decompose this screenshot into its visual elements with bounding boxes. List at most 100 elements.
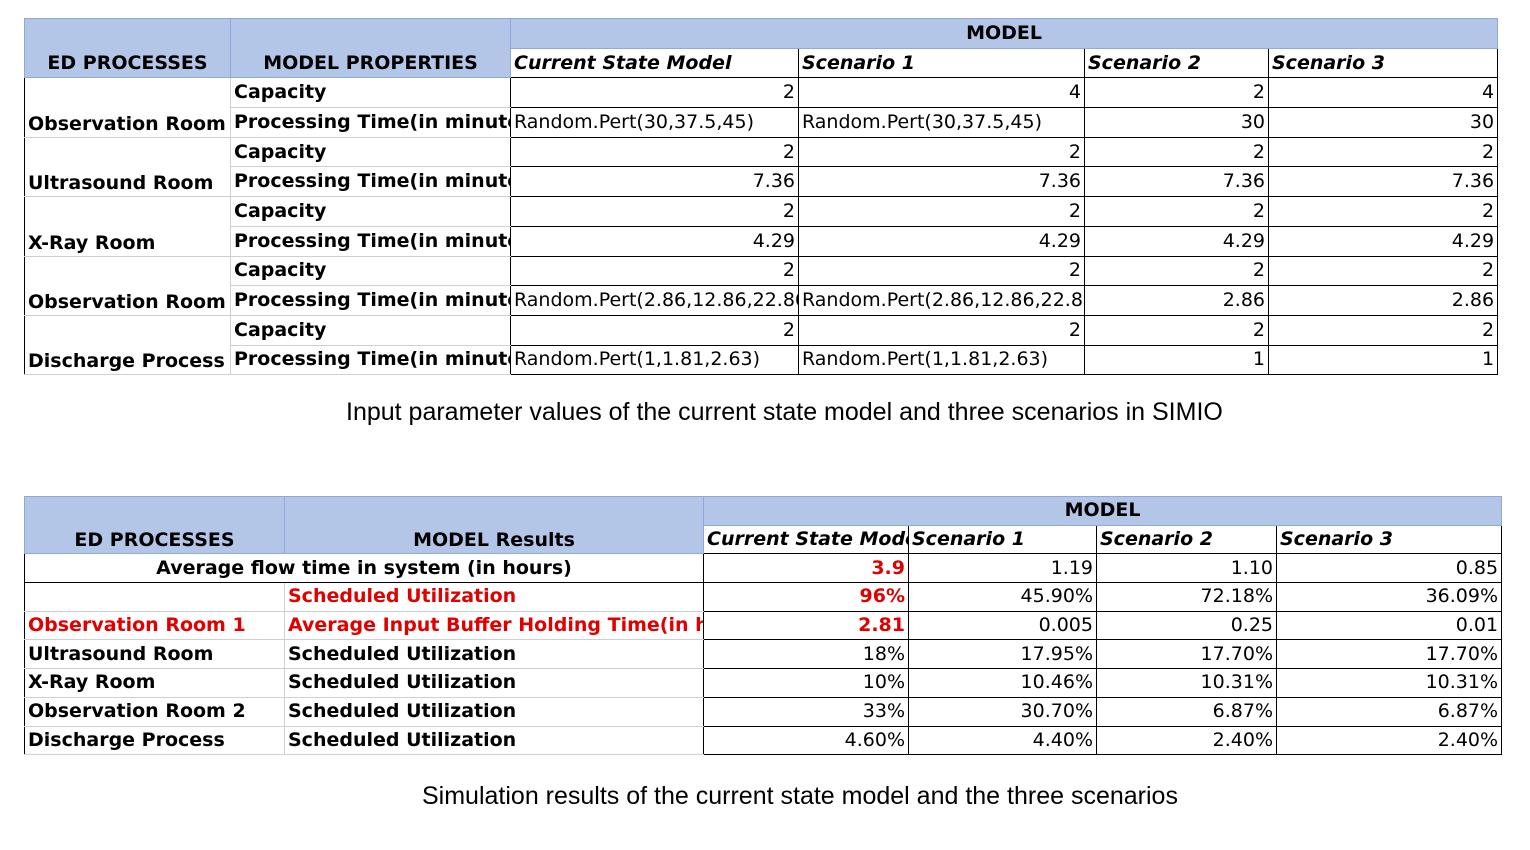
- parameter-value: Random.Pert(30,37.5,45): [510, 107, 799, 138]
- flow-time-label: Average flow time in system (in hours): [24, 553, 704, 584]
- parameter-value: 7.36: [798, 166, 1085, 198]
- process-name: Discharge Process: [24, 725, 285, 756]
- scenario-header: Scenario 3: [1267, 47, 1499, 79]
- parameter-value: 4.29: [798, 225, 1085, 257]
- property-name: Capacity: [230, 314, 511, 346]
- result-cell: 0.005: [908, 610, 1097, 641]
- process-name: Ultrasound Room: [24, 136, 231, 198]
- result-cell: 33%: [703, 696, 909, 727]
- result-cell: 4.60%: [703, 725, 909, 756]
- model-results-header: MODEL Results: [284, 495, 704, 555]
- parameter-value: 7.36: [1084, 166, 1269, 198]
- property-name: Capacity: [230, 77, 511, 109]
- parameter-value: 2: [798, 255, 1085, 287]
- scenario-header: Scenario 1: [798, 47, 1085, 79]
- process-name: Discharge Process: [24, 314, 231, 376]
- metric-name: Scheduled Utilization: [284, 725, 704, 756]
- parameter-value: 4.29: [1084, 225, 1269, 257]
- result-cell: 3.9: [703, 553, 909, 584]
- input-table-body: Observation Room 1 Capacity 2 4 2 4 Processing…: [24, 77, 1499, 376]
- model-properties-header: MODEL PROPERTIES: [230, 17, 511, 79]
- input-parameters-table: ED PROCESSES MODEL PROPERTIES MODEL Curr…: [24, 17, 1499, 376]
- input-row: X-Ray Room Capacity 2 2 2 2: [24, 196, 1499, 257]
- result-cell: 36.09%: [1275, 582, 1503, 612]
- result-cell: 30.70%: [908, 696, 1097, 727]
- parameter-value: 2: [1084, 77, 1269, 109]
- result-cell: 2.40%: [1275, 725, 1503, 756]
- parameter-value: 2: [1267, 314, 1499, 346]
- parameter-value: 2.86: [1084, 285, 1269, 316]
- result-row: Observation Room 2 Scheduled Utilization 3…: [24, 696, 1503, 727]
- parameter-value: 2: [1084, 196, 1269, 227]
- scenario-header: Current State Model: [703, 524, 909, 555]
- ed-processes-header: ED PROCESSES: [24, 17, 231, 79]
- property-name: Capacity: [230, 255, 511, 287]
- result-cell: 10.31%: [1275, 668, 1503, 698]
- parameter-value: 4.29: [510, 225, 799, 257]
- scenario-header: Scenario 2: [1096, 524, 1277, 555]
- parameter-value: 2: [510, 136, 799, 168]
- parameter-value: 2: [1267, 136, 1499, 168]
- input-table-caption: Input parameter values of the current st…: [346, 398, 1223, 426]
- metric-name: Scheduled Utilization: [284, 582, 704, 612]
- result-cell: 72.18%: [1096, 582, 1277, 612]
- parameter-value: 30: [1267, 107, 1499, 138]
- metric-name: Average Input Buffer Holding Time(in hou…: [284, 610, 704, 641]
- result-cell: 0.85: [1275, 553, 1503, 584]
- result-cell: 1.19: [908, 553, 1097, 584]
- result-row: X-Ray Room Scheduled Utilization 10% 10.46%…: [24, 668, 1503, 698]
- result-cell: 2.81: [703, 610, 909, 641]
- parameter-value: Random.Pert(2.86,12.86,22.86): [510, 285, 799, 316]
- model-group-header: MODEL: [509, 18, 1499, 49]
- parameter-value: Random.Pert(2.86,12.86,22.86): [798, 285, 1085, 316]
- process-name: Observation Room 1: [24, 77, 231, 138]
- result-cell: 0.01: [1275, 610, 1503, 641]
- parameter-value: 2.86: [1267, 285, 1499, 316]
- metric-name: Scheduled Utilization: [284, 696, 704, 727]
- process-name: X-Ray Room: [24, 668, 285, 698]
- input-row: Processing Time(in minutes) 4.29 4.29 4.29 4…: [25, 225, 1499, 257]
- parameter-value: 2: [1084, 314, 1269, 346]
- parameter-value: 2: [798, 136, 1085, 168]
- result-cell: 10.46%: [908, 668, 1097, 698]
- process-name: Ultrasound Room: [24, 639, 285, 670]
- process-name: Observation Room 2: [24, 255, 231, 316]
- parameter-value: 2: [1267, 196, 1499, 227]
- results-table-caption: Simulation results of the current state …: [422, 782, 1178, 810]
- process-name: [24, 582, 285, 612]
- parameter-value: 2: [510, 255, 799, 287]
- input-row: Observation Room 2 Capacity 2 2 2 2: [24, 255, 1499, 316]
- property-name: Processing Time(in minutes): [230, 166, 511, 198]
- property-name: Capacity: [230, 196, 511, 227]
- parameter-value: 2: [1084, 255, 1269, 287]
- result-cell: 17.70%: [1096, 639, 1277, 670]
- result-cell: 6.87%: [1275, 696, 1503, 727]
- input-row: Observation Room 1 Capacity 2 4 2 4: [24, 77, 1499, 138]
- parameter-value: 7.36: [1267, 166, 1499, 198]
- metric-name: Scheduled Utilization: [284, 668, 704, 698]
- scenario-header: Scenario 3: [1275, 524, 1503, 555]
- parameter-value: Random.Pert(1,1.81,2.63): [510, 344, 799, 376]
- result-cell: 0.25: [1096, 610, 1277, 641]
- result-cell: 10%: [703, 668, 909, 698]
- input-row: Processing Time(in minutes) Random.Pert(2…: [25, 285, 1499, 316]
- property-name: Processing Time(in minutes): [230, 225, 511, 257]
- property-name: Capacity: [230, 136, 511, 168]
- parameter-value: 1: [1267, 344, 1499, 376]
- parameter-value: 7.36: [510, 166, 799, 198]
- input-row: Processing Time(in minutes) Random.Pert(3…: [25, 107, 1499, 138]
- result-cell: 45.90%: [908, 582, 1097, 612]
- simulation-results-table: ED PROCESSES MODEL Results MODEL Current…: [24, 495, 1503, 756]
- parameter-value: 2: [510, 77, 799, 109]
- result-cell: 4.40%: [908, 725, 1097, 756]
- parameter-value: 2: [510, 314, 799, 346]
- parameter-value: Random.Pert(1,1.81,2.63): [798, 344, 1085, 376]
- property-name: Processing Time(in minutes): [230, 285, 511, 316]
- parameter-value: 4.29: [1267, 225, 1499, 257]
- parameter-value: 2: [510, 196, 799, 227]
- result-cell: 96%: [703, 582, 909, 612]
- parameter-value: 2: [798, 196, 1085, 227]
- input-row: Discharge Process Capacity 2 2 2 2: [24, 314, 1499, 376]
- process-name: Observation Room 2: [24, 696, 285, 727]
- input-row: Processing Time(in minutes) Random.Pert(1…: [25, 344, 1499, 376]
